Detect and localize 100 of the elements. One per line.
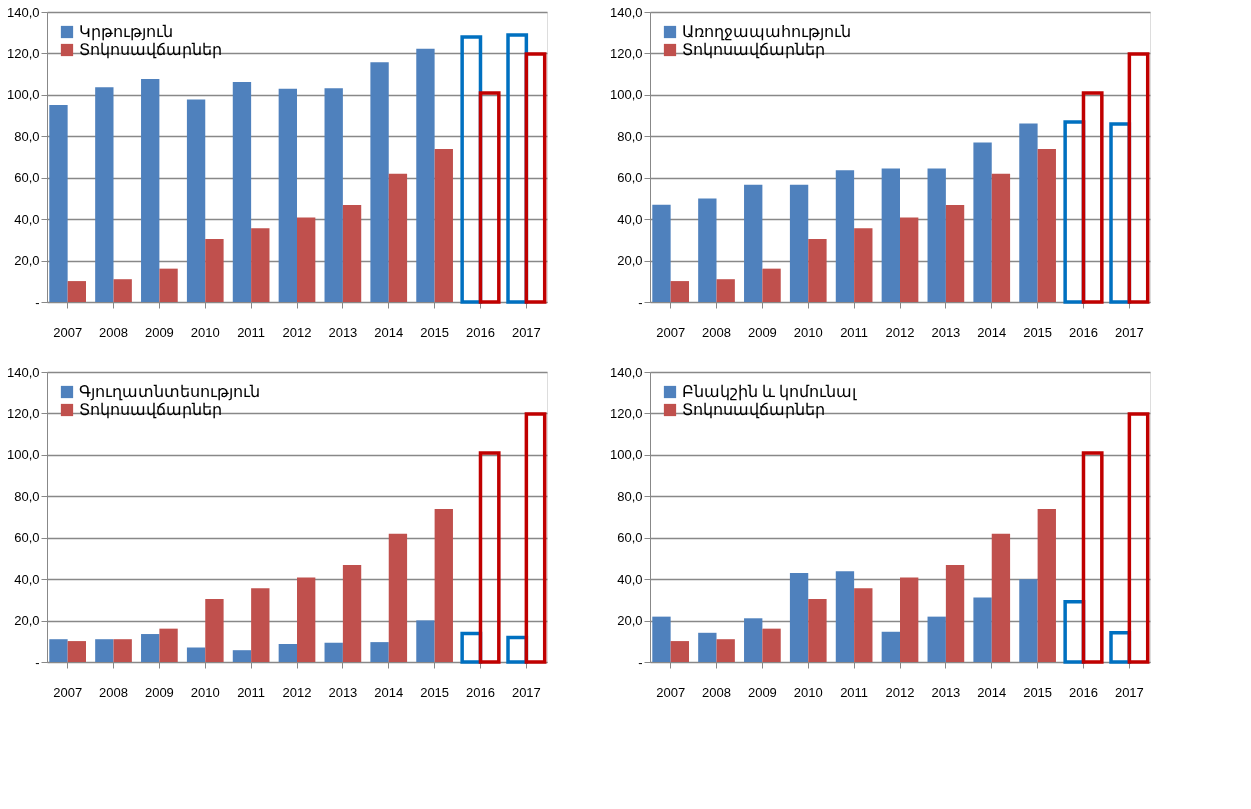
legend-label: Տոկոսավճարներ	[79, 401, 222, 419]
x-tick-label: 2009	[144, 684, 174, 700]
x-tick-label: 2016	[466, 324, 495, 340]
bar	[388, 173, 408, 302]
x-tick-label: 2007	[656, 684, 686, 700]
x-tick-label: 2016	[466, 684, 495, 700]
legend-label: Առողջապահություն	[682, 23, 851, 41]
y-tick-label: 140,0	[6, 364, 40, 380]
x-tick-label: 2007	[53, 324, 83, 340]
bar	[95, 87, 114, 302]
x-tick-label: 2010	[793, 324, 823, 340]
x-tick-label: 2016	[1069, 324, 1098, 340]
bar	[881, 168, 900, 302]
x-tick-label: 2013	[931, 324, 961, 340]
bar	[434, 148, 453, 302]
y-tick-label: 100,0	[6, 447, 40, 463]
y-tick-label: 20,0	[14, 613, 40, 629]
y-tick-label: 40,0	[14, 571, 40, 587]
bar	[927, 616, 946, 662]
y-tick-label: -	[638, 294, 643, 310]
bar	[342, 565, 362, 662]
x-tick-label: 2008	[99, 324, 128, 340]
bar	[113, 279, 132, 302]
bar	[67, 281, 86, 302]
bar	[789, 184, 809, 302]
bar	[49, 105, 68, 302]
y-tick-label: 120,0	[609, 45, 643, 61]
bar	[186, 647, 206, 662]
x-tick-label: 2010	[190, 684, 220, 700]
bar	[324, 642, 343, 662]
x-tick-label: 2014	[977, 324, 1007, 340]
legend-label: Տոկոսավճարներ	[682, 401, 825, 419]
bar	[342, 205, 362, 302]
bar	[388, 533, 408, 662]
bar	[1019, 579, 1038, 662]
x-tick-label: 2017	[1114, 684, 1144, 700]
y-tick-label: 40,0	[617, 211, 643, 227]
bar	[900, 217, 919, 302]
y-tick-label: -	[35, 294, 40, 310]
y-tick-label: 100,0	[609, 447, 643, 463]
y-tick-label: 120,0	[6, 405, 40, 421]
y-tick-label: 80,0	[14, 128, 40, 144]
bar	[113, 639, 132, 662]
bar	[854, 228, 873, 302]
x-tick-label: 2009	[747, 684, 777, 700]
bar	[854, 588, 873, 662]
bar	[416, 620, 435, 662]
y-tick-label: 20,0	[14, 253, 40, 269]
y-tick-label: 40,0	[14, 211, 40, 227]
y-tick-label: 20,0	[617, 253, 643, 269]
bar	[416, 48, 435, 302]
bar	[835, 170, 855, 302]
x-tick-label: 2014	[977, 684, 1007, 700]
legend-label: Կրթություն	[79, 23, 173, 41]
x-tick-label: 2011	[840, 684, 869, 700]
x-tick-label: 2007	[656, 324, 686, 340]
y-tick-label: 60,0	[14, 530, 40, 546]
bar	[881, 631, 900, 662]
bar	[835, 571, 855, 662]
bar	[789, 572, 809, 662]
x-tick-label: 2008	[99, 684, 128, 700]
bar	[744, 618, 763, 662]
x-tick-label: 2011	[237, 324, 266, 340]
y-tick-label: -	[638, 654, 643, 670]
x-tick-label: 2014	[374, 684, 404, 700]
bar	[370, 62, 389, 302]
bar	[278, 88, 297, 302]
bar	[762, 268, 781, 302]
y-tick-label: 120,0	[6, 45, 40, 61]
bar	[652, 204, 671, 302]
bar	[251, 588, 270, 662]
x-tick-label: 2015	[1023, 684, 1053, 700]
bar	[973, 142, 992, 302]
legend-label: Տոկոսավճարներ	[79, 41, 222, 59]
x-tick-label: 2013	[328, 324, 358, 340]
bar	[232, 82, 252, 302]
bar	[744, 184, 763, 302]
x-tick-label: 2015	[420, 324, 450, 340]
bar	[370, 642, 389, 662]
legend-label: Բնակշին և կոմունալ	[682, 383, 857, 401]
x-tick-label: 2008	[702, 324, 731, 340]
bar	[159, 268, 178, 302]
bar	[141, 79, 160, 302]
bar	[434, 508, 453, 662]
bar	[900, 577, 919, 662]
x-tick-label: 2014	[374, 324, 404, 340]
x-tick-label: 2011	[237, 684, 266, 700]
bar	[716, 639, 735, 662]
x-tick-label: 2013	[931, 684, 961, 700]
bar	[232, 650, 252, 662]
x-tick-label: 2010	[190, 324, 220, 340]
bar	[49, 639, 68, 662]
x-tick-label: 2015	[420, 684, 450, 700]
x-tick-label: 2009	[144, 324, 174, 340]
x-tick-label: 2017	[1114, 324, 1144, 340]
bar	[297, 217, 316, 302]
legend-label: Տոկոսավճարներ	[682, 41, 825, 59]
y-tick-label: 20,0	[617, 613, 643, 629]
x-tick-label: 2009	[747, 324, 777, 340]
bar	[808, 599, 827, 662]
